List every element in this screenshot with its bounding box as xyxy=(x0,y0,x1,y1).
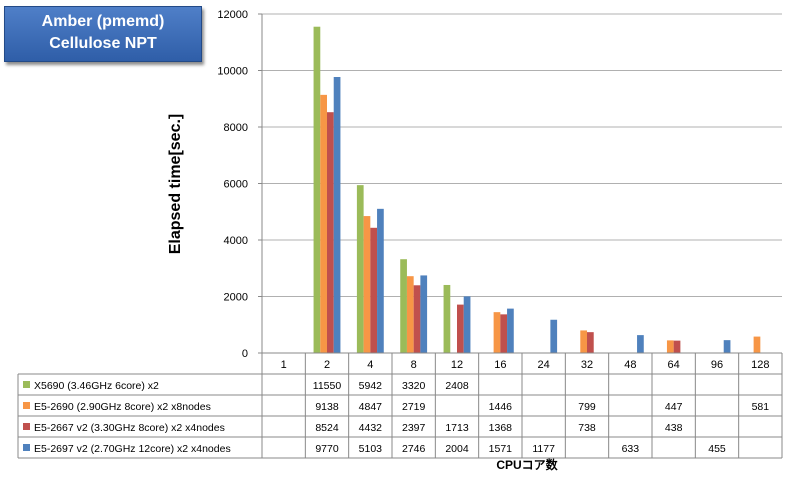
bar-3-32 xyxy=(587,332,594,353)
bar-4-96 xyxy=(723,340,731,353)
data-label: 5103 xyxy=(359,443,383,455)
data-label: 2004 xyxy=(445,443,469,455)
y-tick-label: 12000 xyxy=(217,9,248,21)
data-label: 438 xyxy=(665,422,683,434)
bar-2-16 xyxy=(493,312,501,353)
y-tick-label: 4000 xyxy=(224,235,248,247)
bar-2-128 xyxy=(753,336,761,353)
bar-4-24 xyxy=(550,319,558,353)
category-label: 128 xyxy=(751,359,769,371)
bar-2-64 xyxy=(666,340,674,353)
data-label: 2397 xyxy=(402,422,426,434)
category-label: 8 xyxy=(411,359,417,371)
bar-3-12 xyxy=(457,304,464,353)
bar-3-2 xyxy=(327,112,334,354)
chart-title-line1: Amber (pmemd) xyxy=(41,13,165,30)
category-label: 4 xyxy=(367,359,373,371)
chart-title-box: Amber (pmemd) Cellulose NPT xyxy=(4,6,202,62)
bar-4-12 xyxy=(463,296,471,353)
bar-1-4 xyxy=(356,185,364,353)
category-label: 1 xyxy=(281,359,287,371)
legend-swatch xyxy=(23,402,30,409)
data-label: 799 xyxy=(578,401,596,413)
y-tick-label: 8000 xyxy=(224,122,248,134)
chart-title-line2: Cellulose NPT xyxy=(49,35,157,52)
data-label: 447 xyxy=(665,401,683,413)
data-label: 2746 xyxy=(402,443,426,455)
bar-1-8 xyxy=(400,259,407,353)
data-label: 581 xyxy=(752,401,770,413)
category-label: 24 xyxy=(538,359,550,371)
bar-4-16 xyxy=(507,308,514,353)
bar-4-2 xyxy=(333,76,341,353)
x-axis-label: CPUコア数 xyxy=(496,458,558,472)
legend-label: E5-2667 v2 (3.30GHz 8core) x2 x4nodes xyxy=(34,422,225,434)
bar-3-64 xyxy=(673,340,681,353)
category-label: 32 xyxy=(581,359,593,371)
data-label: 4432 xyxy=(359,422,383,434)
data-label: 2719 xyxy=(402,401,426,413)
data-label: 9138 xyxy=(315,401,339,413)
legend-swatch xyxy=(23,423,30,430)
bar-2-2 xyxy=(320,94,327,353)
bar-4-4 xyxy=(377,208,384,353)
bar-4-48 xyxy=(637,335,644,353)
legend-swatch xyxy=(23,444,30,451)
y-tick-label: 2000 xyxy=(224,292,248,304)
category-label: 2 xyxy=(324,359,330,371)
bar-3-8 xyxy=(413,285,421,353)
legend-label: X5690 (3.46GHz 6core) x2 xyxy=(34,380,159,392)
data-label: 633 xyxy=(622,443,640,455)
bar-1-2 xyxy=(313,26,321,354)
bar-2-4 xyxy=(363,216,371,353)
bar-2-32 xyxy=(580,330,587,353)
y-tick-label: 6000 xyxy=(224,179,248,191)
data-label: 1713 xyxy=(445,422,469,434)
bar-1-12 xyxy=(443,284,451,353)
data-label: 455 xyxy=(708,443,726,455)
data-label: 5942 xyxy=(359,380,383,392)
data-label: 738 xyxy=(578,422,596,434)
bar-2-8 xyxy=(406,276,414,353)
category-label: 12 xyxy=(451,359,463,371)
bar-4-8 xyxy=(420,275,428,353)
bar-3-4 xyxy=(370,227,378,353)
data-label: 1571 xyxy=(489,443,513,455)
legend-label: E5-2697 v2 (2.70GHz 12core) x2 x4nodes xyxy=(34,443,231,455)
legend-label: E5-2690 (2.90GHz 8core) x2 x8nodes xyxy=(34,401,211,413)
data-label: 1368 xyxy=(489,422,513,434)
y-tick-label: 0 xyxy=(242,348,248,360)
y-tick-label: 10000 xyxy=(217,66,248,78)
bar-3-16 xyxy=(500,314,508,353)
data-label: 9770 xyxy=(315,443,339,455)
category-label: 48 xyxy=(624,359,636,371)
data-label: 2408 xyxy=(445,380,469,392)
category-label: 16 xyxy=(494,359,506,371)
category-label: 64 xyxy=(668,359,680,371)
data-label: 3320 xyxy=(402,380,426,392)
data-label: 1446 xyxy=(489,401,513,413)
data-label: 1177 xyxy=(532,443,555,455)
legend-swatch xyxy=(23,381,30,388)
data-label: 4847 xyxy=(359,401,383,413)
data-label: 8524 xyxy=(315,422,339,434)
data-label: 11550 xyxy=(313,380,342,392)
category-label: 96 xyxy=(711,359,723,371)
